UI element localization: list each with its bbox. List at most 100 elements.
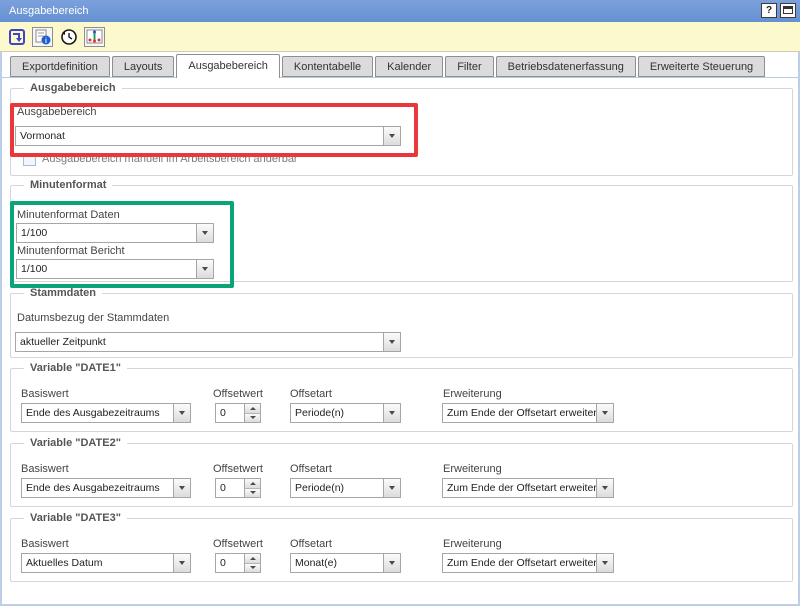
chevron-down-icon [389, 340, 395, 344]
tab-betriebsdatenerfassung[interactable]: Betriebsdatenerfassung [495, 56, 636, 77]
group-title: Ausgabebereich [24, 82, 122, 94]
erweiterung-select[interactable]: Zum Ende der Offsetart erweitern [442, 553, 614, 573]
chevron-down-icon [602, 411, 608, 415]
minutenformat-bericht-label: Minutenformat Bericht [17, 245, 125, 257]
chevron-down-icon [602, 486, 608, 490]
dropdown-arrow-button[interactable] [196, 224, 213, 242]
group-title: Variable "DATE3" [24, 512, 127, 524]
chevron-down-icon [179, 486, 185, 490]
dropdown-arrow-button[interactable] [173, 554, 190, 572]
minutenformat-daten-select[interactable]: 1/100 [16, 223, 214, 243]
tab-erweiterte-steuerung[interactable]: Erweiterte Steuerung [637, 56, 766, 77]
datumsbezug-select[interactable]: aktueller Zeitpunkt [15, 332, 401, 352]
basiswert-select[interactable]: Ende des Ausgabezeitraums [21, 403, 191, 423]
offsetwert-value: 0 [220, 482, 226, 494]
minutenformat-daten-label: Minutenformat Daten [17, 209, 120, 221]
assign-icon [8, 29, 25, 45]
minutenformat-bericht-value: 1/100 [21, 263, 48, 275]
info-icon: i [35, 29, 51, 45]
dropdown-arrow-button[interactable] [383, 127, 400, 145]
chevron-down-icon [389, 411, 395, 415]
dropdown-arrow-button[interactable] [173, 404, 190, 422]
tab-filter[interactable]: Filter [445, 56, 494, 77]
basiswert-select[interactable]: Ende des Ausgabezeitraums [21, 478, 191, 498]
offsetart-select[interactable]: Periode(n) [290, 403, 401, 423]
ausgabebereich-label: Ausgabebereich [17, 106, 97, 118]
offsetart-select[interactable]: Monat(e) [290, 553, 401, 573]
group-stammdaten: Stammdaten Datumsbezug der Stammdaten ak… [10, 287, 793, 358]
manuell-aenderbar-checkbox[interactable] [23, 153, 36, 166]
spinner-down-icon[interactable] [245, 413, 260, 422]
window-title: Ausgabebereich [9, 5, 89, 17]
group-variable-date1: Variable "DATE1" Basiswert Ende des Ausg… [10, 362, 793, 432]
chevron-down-icon [202, 267, 208, 271]
tab-exportdefinition[interactable]: Exportdefinition [10, 56, 110, 77]
help-button[interactable]: ? [761, 3, 777, 18]
basiswert-label: Basiswert [21, 463, 69, 475]
offsetart-select[interactable]: Periode(n) [290, 478, 401, 498]
dropdown-arrow-button[interactable] [173, 479, 190, 497]
spinner-up-icon[interactable] [245, 404, 260, 414]
basiswert-value: Aktuelles Datum [26, 557, 103, 569]
offsetwert-spinner[interactable]: 0 [215, 478, 261, 498]
dropdown-arrow-button[interactable] [196, 260, 213, 278]
offsetwert-spinner[interactable]: 0 [215, 553, 261, 573]
window-icon [783, 6, 793, 14]
basiswert-value: Ende des Ausgabezeitraums [26, 407, 160, 419]
dropdown-arrow-button[interactable] [383, 333, 400, 351]
dropdown-arrow-button[interactable] [383, 479, 400, 497]
tab-kalender[interactable]: Kalender [375, 56, 444, 77]
spinner-up-icon[interactable] [245, 479, 260, 489]
group-title: Stammdaten [24, 287, 103, 299]
spinner-down-icon[interactable] [245, 563, 260, 572]
tab-layouts[interactable]: Layouts [111, 56, 175, 77]
offsetwert-value: 0 [220, 407, 226, 419]
erweiterung-select[interactable]: Zum Ende der Offsetart erweitern [442, 478, 614, 498]
manuell-aenderbar-label: Ausgabebereich manuell im Arbeitsbereich… [42, 153, 298, 165]
chevron-down-icon [389, 486, 395, 490]
offsetwert-label: Offsetwert [213, 463, 263, 475]
spinner-down-icon[interactable] [245, 488, 260, 497]
chevron-down-icon [389, 561, 395, 565]
tab-kontentabelle[interactable]: Kontentabelle [281, 56, 374, 77]
assign-button[interactable] [6, 27, 27, 47]
erweiterung-select[interactable]: Zum Ende der Offsetart erweitern [442, 403, 614, 423]
ausgabebereich-select[interactable]: Vormonat [15, 126, 401, 146]
basiswert-select[interactable]: Aktuelles Datum [21, 553, 191, 573]
offsetwert-spinner[interactable]: 0 [215, 403, 261, 423]
datumsbezug-label: Datumsbezug der Stammdaten [17, 312, 170, 324]
group-title: Variable "DATE1" [24, 362, 127, 374]
group-title: Minutenformat [24, 179, 113, 191]
chevron-down-icon [389, 134, 395, 138]
tab-ausgabebereich[interactable]: Ausgabebereich [176, 54, 280, 78]
erweiterung-value: Zum Ende der Offsetart erweitern [447, 557, 596, 569]
dropdown-arrow-button[interactable] [596, 554, 613, 572]
erweiterung-label: Erweiterung [443, 388, 502, 400]
dropdown-arrow-button[interactable] [383, 554, 400, 572]
jump-icon [86, 29, 103, 44]
offsetwert-value: 0 [220, 557, 226, 569]
history-icon [60, 29, 77, 45]
tab-divider [2, 77, 798, 78]
spinner-up-icon[interactable] [245, 554, 260, 564]
chevron-down-icon [602, 561, 608, 565]
group-variable-date2: Variable "DATE2" Basiswert Ende des Ausg… [10, 437, 793, 507]
titlebar-buttons: ? [761, 3, 796, 18]
minutenformat-daten-value: 1/100 [21, 227, 48, 239]
window-button[interactable] [780, 3, 796, 18]
chevron-down-icon [202, 231, 208, 235]
offsetart-value: Periode(n) [295, 482, 345, 494]
toolbar: i [0, 22, 800, 52]
history-button[interactable] [58, 27, 79, 47]
offsetart-label: Offsetart [290, 388, 332, 400]
dropdown-arrow-button[interactable] [596, 479, 613, 497]
chevron-down-icon [179, 411, 185, 415]
minutenformat-bericht-select[interactable]: 1/100 [16, 259, 214, 279]
dropdown-arrow-button[interactable] [383, 404, 400, 422]
dropdown-arrow-button[interactable] [596, 404, 613, 422]
jump-button[interactable] [84, 27, 105, 47]
offsetart-label: Offsetart [290, 538, 332, 550]
offsetart-value: Monat(e) [295, 557, 338, 569]
info-button[interactable]: i [32, 27, 53, 47]
